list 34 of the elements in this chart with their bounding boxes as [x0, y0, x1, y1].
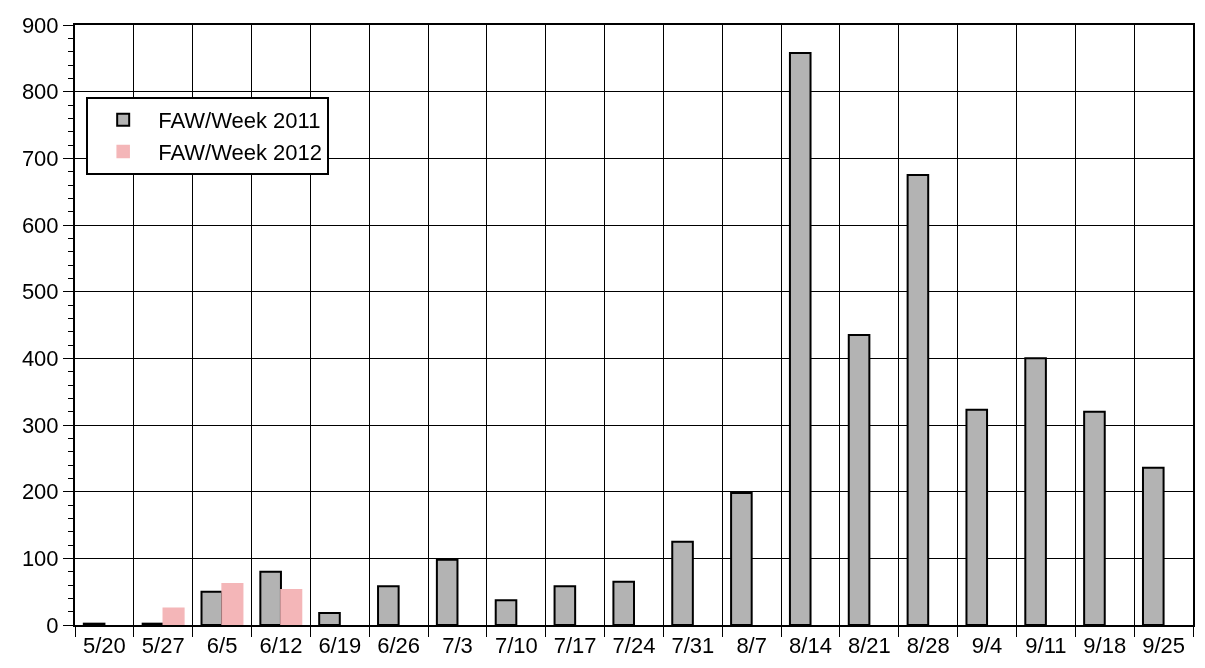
x-tick-label: 7/10 [494, 633, 538, 659]
y-tick-label: 800 [21, 79, 59, 105]
x-tick-label: 8/21 [847, 633, 891, 659]
x-tick-label: 7/17 [553, 633, 597, 659]
x-tick-label: 9/25 [1142, 633, 1185, 659]
x-tick-label: 6/19 [318, 633, 362, 659]
x-tick-label: 7/3 [442, 633, 473, 659]
x-tick-label: 6/5 [206, 633, 238, 659]
y-tick-label: 400 [21, 346, 59, 372]
x-tick-label: 5/20 [83, 633, 126, 659]
x-tick-label: 6/26 [377, 633, 421, 659]
x-tick-label: 9/18 [1083, 633, 1127, 659]
x-tick-label: 7/24 [612, 633, 656, 659]
y-tick-label: 0 [46, 612, 59, 638]
legend-label: FAW/Week 2011 [158, 108, 321, 134]
x-tick-label: 8/7 [736, 633, 767, 659]
x-tick-label: 8/28 [906, 633, 950, 659]
x-tick-label: 5/27 [141, 633, 185, 659]
y-tick-label: 500 [21, 279, 59, 305]
y-tick-label: 100 [21, 546, 59, 572]
bar [162, 607, 185, 625]
legend-label: FAW/Week 2012 [158, 139, 323, 165]
bar [221, 582, 244, 625]
bar [280, 588, 303, 625]
x-tick-label: 9/11 [1025, 633, 1067, 659]
x-tick-label: 6/12 [259, 633, 303, 659]
x-tick-label: 8/14 [789, 633, 832, 659]
y-tick-label: 200 [21, 479, 59, 505]
x-tick-label: 7/31 [671, 633, 715, 659]
y-tick-label: 600 [21, 212, 59, 238]
y-tick-label: 900 [21, 12, 59, 38]
x-tick-label: 9/4 [971, 633, 1003, 659]
y-tick-label: 700 [21, 146, 59, 172]
y-tick-label: 300 [21, 412, 59, 438]
